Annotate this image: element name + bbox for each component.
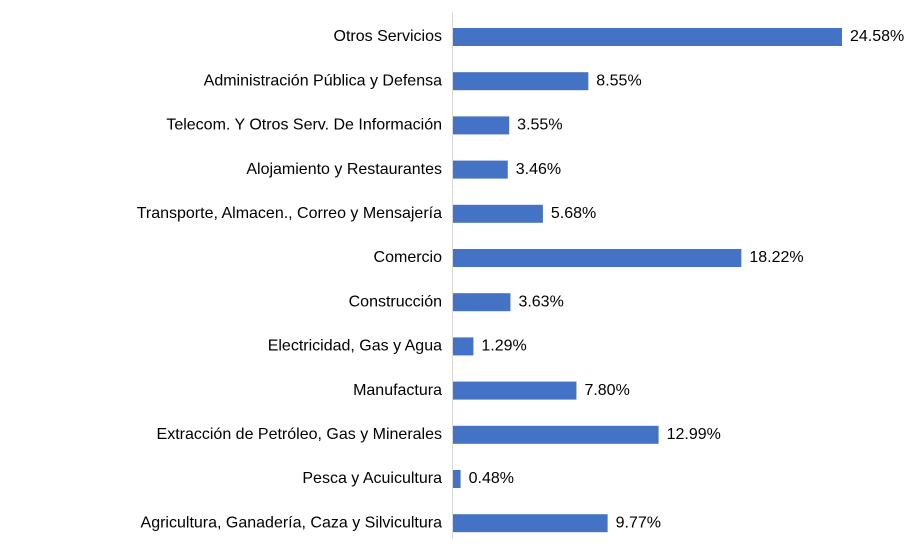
category-label: Pesca y Acuicultura (302, 470, 442, 487)
category-label: Alojamiento y Restaurantes (246, 161, 442, 178)
bar (453, 381, 577, 400)
category-label: Electricidad, Gas y Agua (268, 338, 442, 355)
category-label: Extracción de Petróleo, Gas y Minerales (157, 426, 442, 443)
bar (453, 293, 511, 312)
bar (453, 337, 474, 356)
value-label: 7.80% (584, 382, 629, 399)
bar (453, 514, 608, 533)
value-label: 1.29% (481, 338, 526, 355)
bar (453, 470, 461, 488)
value-label: 8.55% (596, 72, 641, 89)
value-label: 18.22% (749, 249, 803, 266)
bar (453, 72, 589, 91)
bar (453, 160, 508, 179)
value-label: 12.99% (667, 426, 721, 443)
category-label: Agricultura, Ganadería, Caza y Silvicult… (141, 514, 443, 531)
value-label: 3.63% (518, 293, 563, 310)
category-label: Administración Pública y Defensa (204, 72, 442, 89)
category-label: Construcción (349, 293, 442, 310)
bar (453, 116, 510, 135)
bar (453, 425, 659, 444)
category-label: Transporte, Almacen., Correo y Mensajerí… (137, 205, 442, 222)
category-label: Manufactura (353, 382, 442, 399)
category-label: Otros Servicios (334, 28, 442, 45)
bar (453, 249, 742, 267)
category-label: Comercio (374, 249, 443, 266)
bar (453, 204, 543, 223)
value-label: 9.77% (616, 514, 661, 531)
value-label: 3.46% (516, 161, 561, 178)
category-label: Telecom. Y Otros Serv. De Información (166, 117, 442, 134)
value-label: 24.58% (850, 28, 904, 45)
value-label: 5.68% (551, 205, 596, 222)
value-label: 0.48% (469, 470, 514, 487)
value-label: 3.55% (517, 117, 562, 134)
bar (453, 28, 842, 46)
